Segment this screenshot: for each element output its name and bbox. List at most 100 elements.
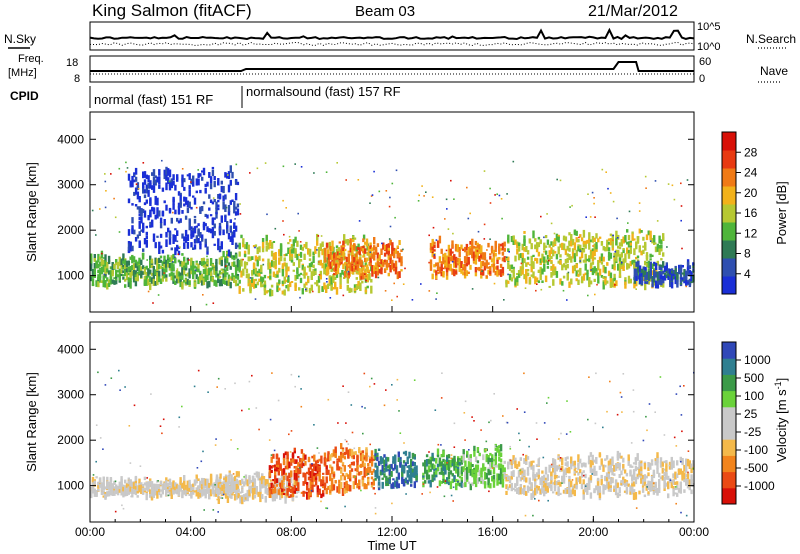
- echo-cell: [566, 263, 569, 269]
- echo-cell: [221, 489, 224, 493]
- echo-cell: [159, 265, 163, 269]
- ytick-label: 3000: [57, 178, 84, 192]
- echo-cell: [224, 483, 228, 486]
- echo-cell: [306, 494, 309, 500]
- echo-cell: [381, 464, 384, 472]
- echo-cell: [156, 176, 159, 183]
- echo-cell: [376, 260, 380, 268]
- echo-cell: [125, 272, 129, 281]
- echo-cell: [487, 482, 490, 488]
- echo-cell: [577, 269, 580, 273]
- echo-cell: [282, 457, 286, 465]
- echo-cell: [231, 239, 234, 245]
- echo-cell: [254, 244, 258, 248]
- echo-cell: [231, 199, 234, 202]
- echo-cell: [107, 281, 111, 286]
- echo-cell: [158, 275, 161, 278]
- echo-cell: [532, 494, 535, 497]
- echo-cell: [176, 174, 179, 180]
- echo-cell: [159, 480, 163, 486]
- scatter-point: [579, 250, 582, 253]
- echo-cell: [115, 274, 118, 281]
- echo-cell: [611, 234, 614, 242]
- echo-cell: [447, 459, 451, 464]
- echo-cell: [631, 474, 634, 482]
- echo-cell: [215, 272, 218, 278]
- echo-cell: [90, 257, 93, 264]
- echo-cell: [570, 489, 573, 498]
- scatter-point: [300, 166, 303, 168]
- echo-cell: [217, 487, 220, 494]
- echo-cell: [131, 494, 134, 498]
- echo-cell: [471, 482, 474, 486]
- echo-cell: [446, 455, 449, 459]
- echo-cell: [134, 237, 138, 242]
- scatter-point: [645, 187, 647, 189]
- echo-cell: [690, 280, 693, 284]
- echo-cell: [523, 258, 526, 264]
- echo-cell: [302, 472, 305, 478]
- echo-cell: [491, 454, 494, 459]
- echo-cell: [422, 475, 425, 478]
- echo-cell: [279, 243, 283, 251]
- echo-cell: [387, 272, 390, 277]
- echo-cell: [688, 270, 692, 277]
- echo-cell: [363, 472, 366, 478]
- echo-cell: [451, 474, 454, 477]
- echo-cell: [382, 261, 385, 267]
- echo-cell: [562, 473, 566, 481]
- echo-cell: [154, 175, 157, 179]
- echo-cell: [573, 466, 576, 469]
- scatter-point: [489, 238, 491, 240]
- echo-cell: [168, 232, 172, 239]
- echo-cell: [163, 485, 166, 490]
- echo-cell: [347, 484, 350, 492]
- echo-cell: [302, 490, 305, 497]
- echo-cell: [471, 238, 474, 246]
- echo-cell: [629, 485, 632, 492]
- echo-cell: [370, 461, 374, 464]
- echo-cell: [458, 247, 461, 252]
- echo-cell: [336, 486, 339, 493]
- echo-cell: [300, 491, 304, 494]
- scatter-point: [453, 198, 455, 200]
- echo-cell: [467, 454, 471, 461]
- echo-cell: [276, 285, 279, 293]
- echo-cell: [186, 259, 189, 265]
- echo-cell: [304, 454, 307, 460]
- scatter-point: [206, 255, 208, 258]
- echo-cell: [498, 449, 501, 457]
- echo-cell: [593, 245, 596, 251]
- echo-cell: [192, 489, 195, 495]
- echo-cell: [326, 283, 330, 289]
- echo-cell: [521, 467, 524, 471]
- echo-cell: [274, 464, 277, 467]
- echo-cell: [649, 276, 652, 279]
- echo-cell: [367, 251, 370, 256]
- echo-cell: [566, 272, 569, 280]
- echo-cell: [278, 279, 281, 285]
- scatter-point: [593, 202, 595, 205]
- echo-cell: [352, 235, 355, 242]
- echo-cell: [122, 274, 125, 277]
- echo-cell: [156, 207, 159, 215]
- echo-cell: [220, 180, 223, 185]
- echo-cell: [236, 203, 240, 208]
- echo-cell: [474, 240, 478, 246]
- echo-cell: [150, 264, 154, 269]
- echo-cell: [440, 462, 443, 466]
- scatter-point: [393, 282, 395, 285]
- echo-cell: [217, 245, 220, 251]
- echo-cell: [440, 460, 443, 464]
- echo-cell: [217, 199, 220, 203]
- echo-cell: [633, 248, 636, 253]
- echo-cell: [266, 484, 269, 487]
- echo-cell: [494, 246, 497, 252]
- echo-cell: [183, 256, 186, 262]
- echo-cell: [487, 266, 490, 269]
- echo-cell: [197, 276, 200, 285]
- scatter-point: [369, 251, 372, 254]
- echo-cell: [330, 482, 334, 486]
- scatter-point: [305, 288, 307, 291]
- echo-cell: [316, 463, 319, 472]
